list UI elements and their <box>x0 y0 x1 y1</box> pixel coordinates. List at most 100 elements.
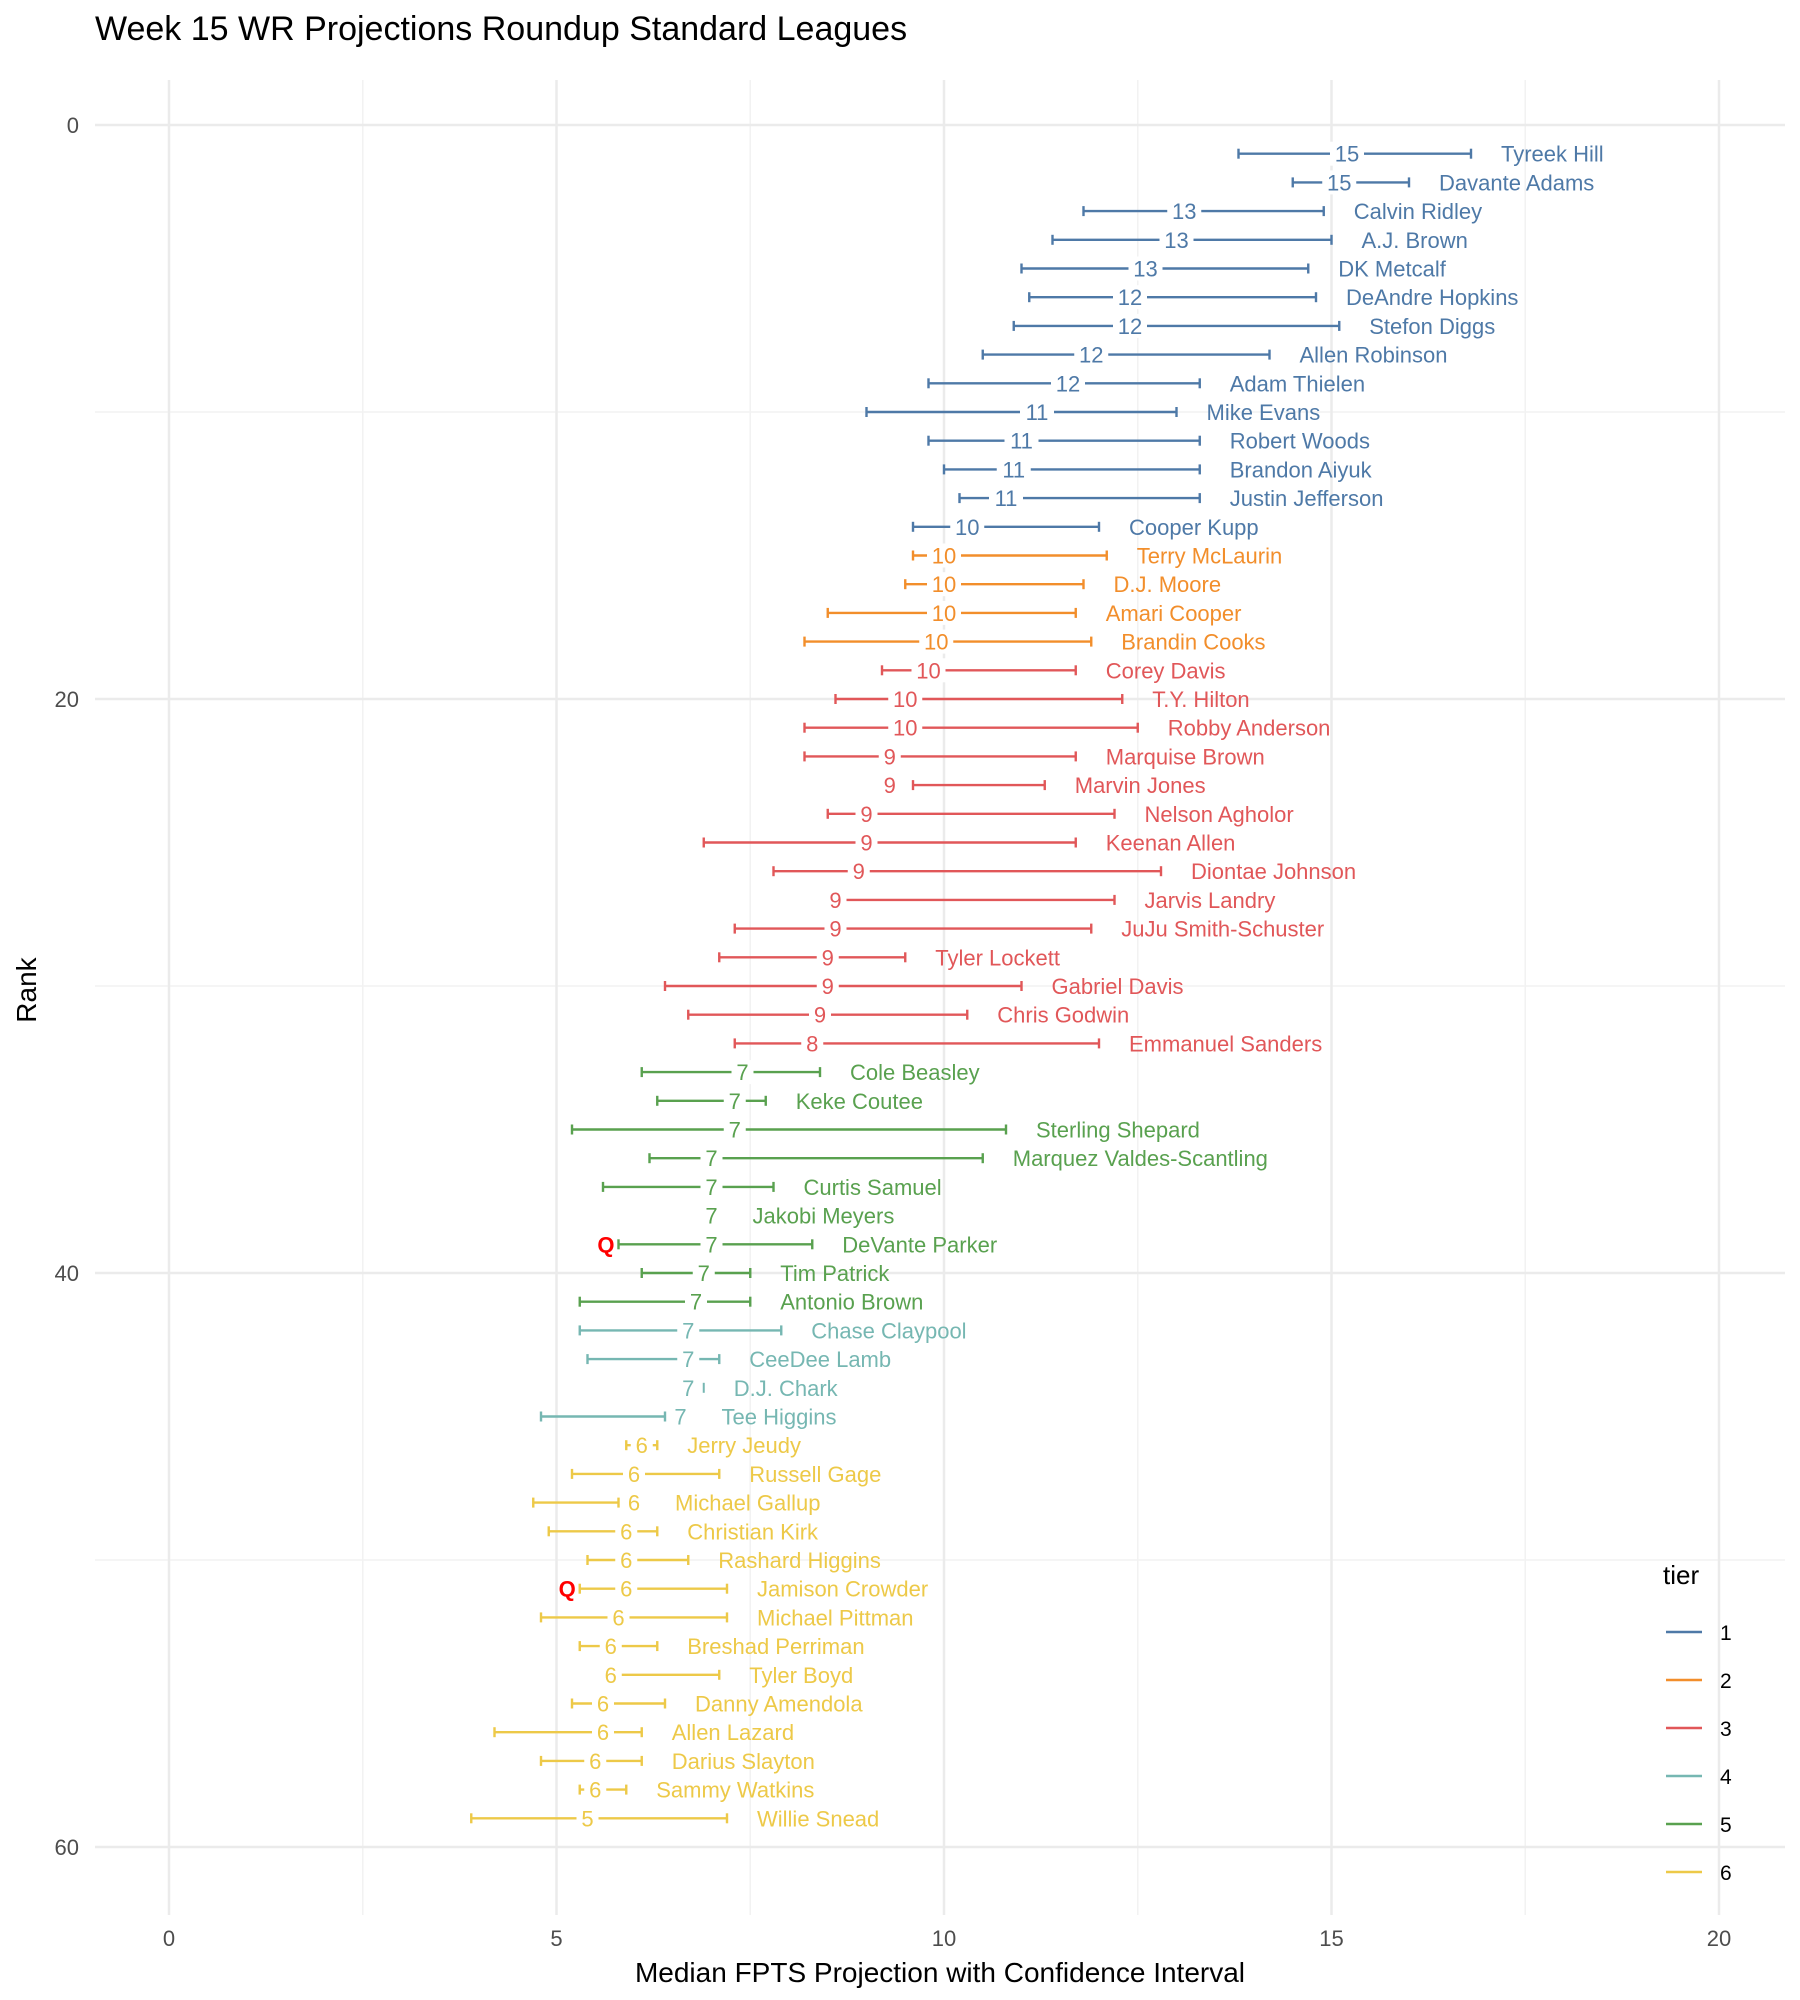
player-name-label: Terry McLaurin <box>1137 544 1282 569</box>
median-label: 7 <box>698 1261 710 1286</box>
median-label: 10 <box>893 687 917 712</box>
median-label: 13 <box>1172 199 1196 224</box>
median-label: 12 <box>1118 285 1142 310</box>
interval-mark <box>640 1067 822 1078</box>
legend-label: 5 <box>1720 1814 1732 1837</box>
median-label-bg <box>989 486 1023 511</box>
interval-mark <box>586 1555 690 1565</box>
player-name-label: Davante Adams <box>1439 170 1594 195</box>
interval-mark <box>1012 320 1341 331</box>
y-tick-label: 40 <box>55 1261 79 1286</box>
median-label: 9 <box>860 802 872 827</box>
median-label-bg <box>700 1203 723 1228</box>
player-name-label: Cooper Kupp <box>1129 515 1259 540</box>
median-label-bg <box>855 830 878 855</box>
median-label: 13 <box>1133 257 1157 282</box>
player-name-label: Michael Gallup <box>675 1491 821 1516</box>
interval-mark <box>1082 206 1325 217</box>
player-name-label: Brandon Aiyuk <box>1230 457 1373 482</box>
legend-label: 4 <box>1720 1766 1732 1789</box>
player-name-label: Adam Thielen <box>1230 371 1365 396</box>
questionable-marker: Q <box>597 1232 614 1257</box>
median-label: 9 <box>822 974 834 999</box>
median-label: 7 <box>705 1232 717 1257</box>
player-name-label: Christian Kirk <box>687 1519 819 1544</box>
median-label-bg <box>847 859 870 884</box>
player-name-label: Diontae Johnson <box>1191 859 1356 884</box>
median-label-bg <box>1113 285 1147 310</box>
median-label-bg <box>576 1806 599 1831</box>
chart-title: Week 15 WR Projections Roundup Standard … <box>95 10 907 48</box>
player-name-label: Marvin Jones <box>1075 773 1206 798</box>
y-tick-label: 20 <box>55 687 79 712</box>
player-name-label: Emmanuel Sanders <box>1129 1031 1322 1056</box>
x-tick-label: 0 <box>163 1926 175 1951</box>
median-label: 7 <box>729 1089 741 1114</box>
median-label: 9 <box>853 859 865 884</box>
median-label-bg <box>1322 170 1357 195</box>
player-name-label: Mike Evans <box>1207 400 1321 425</box>
player-name-label: T.Y. Hilton <box>1152 687 1249 712</box>
player-name-label: CeeDee Lamb <box>749 1347 891 1372</box>
median-label-bg <box>700 1232 723 1257</box>
player-name-label: Tyler Boyd <box>749 1663 853 1688</box>
player-name-label: Gabriel Davis <box>1052 974 1184 999</box>
point-labels: 15 Tyreek Hill 15 Davante Adams 13 Calvin Rid… <box>559 141 1604 1831</box>
player-name-label: Antonio Brown <box>780 1290 923 1315</box>
interval-mark <box>1028 292 1318 303</box>
median-label-bg <box>1004 428 1039 453</box>
player-name-label: Jamison Crowder <box>757 1577 928 1602</box>
median-label-bg <box>599 1634 622 1659</box>
median-label-bg <box>685 1289 707 1314</box>
player-name-label: Michael Pittman <box>757 1605 914 1630</box>
interval-mark <box>539 1411 667 1422</box>
median-label-bg <box>615 1576 638 1601</box>
interval-mark <box>981 349 1271 360</box>
player-name-label: Robert Woods <box>1230 429 1370 454</box>
median-label: 6 <box>628 1491 640 1516</box>
median-label-bg <box>623 1490 645 1515</box>
median-label-bg <box>584 1777 607 1802</box>
median-label-bg <box>888 715 923 740</box>
median-label-bg <box>599 1662 622 1687</box>
player-name-label: Breshad Perriman <box>687 1634 864 1659</box>
median-label-bg <box>809 1002 831 1027</box>
interval-mark <box>656 1095 767 1106</box>
median-label: 11 <box>1002 457 1025 482</box>
median-label: 7 <box>736 1060 748 1085</box>
median-label: 13 <box>1164 228 1188 253</box>
median-label: 7 <box>682 1318 694 1343</box>
player-name-label: Robby Anderson <box>1168 716 1331 741</box>
median-label-bg <box>623 1461 645 1486</box>
median-label: 10 <box>932 601 956 626</box>
median-label: 12 <box>1118 314 1142 339</box>
median-label: 6 <box>620 1577 632 1602</box>
player-name-label: Darius Slayton <box>672 1749 815 1774</box>
median-label: 6 <box>620 1519 632 1544</box>
median-label-bg <box>950 514 985 539</box>
median-label: 9 <box>822 945 834 970</box>
player-name-label: Keenan Allen <box>1106 831 1236 856</box>
median-label-bg <box>700 1174 723 1199</box>
x-axis-title: Median FPTS Projection with Confidence I… <box>635 1957 1245 1988</box>
legend-label: 2 <box>1720 1670 1732 1693</box>
median-label: 10 <box>955 515 979 540</box>
median-label: 6 <box>636 1433 648 1458</box>
player-name-label: Corey Davis <box>1106 658 1226 683</box>
median-label: 8 <box>806 1031 818 1056</box>
player-name-label: Marquez Valdes-Scantling <box>1013 1146 1268 1171</box>
median-label-bg <box>878 773 901 798</box>
median-label: 6 <box>597 1720 609 1745</box>
median-label-bg <box>927 543 961 568</box>
legend-label: 1 <box>1720 1622 1732 1645</box>
player-name-label: Cole Beasley <box>850 1060 980 1085</box>
median-label-bg <box>1020 400 1054 424</box>
median-label-bg <box>1167 199 1202 224</box>
player-name-label: Jarvis Landry <box>1145 888 1276 913</box>
median-label-bg <box>630 1433 653 1458</box>
player-name-label: Jerry Jeudy <box>687 1433 801 1458</box>
median-label: 9 <box>829 917 841 942</box>
interval-mark <box>702 837 1077 848</box>
median-label-bg <box>878 744 901 769</box>
